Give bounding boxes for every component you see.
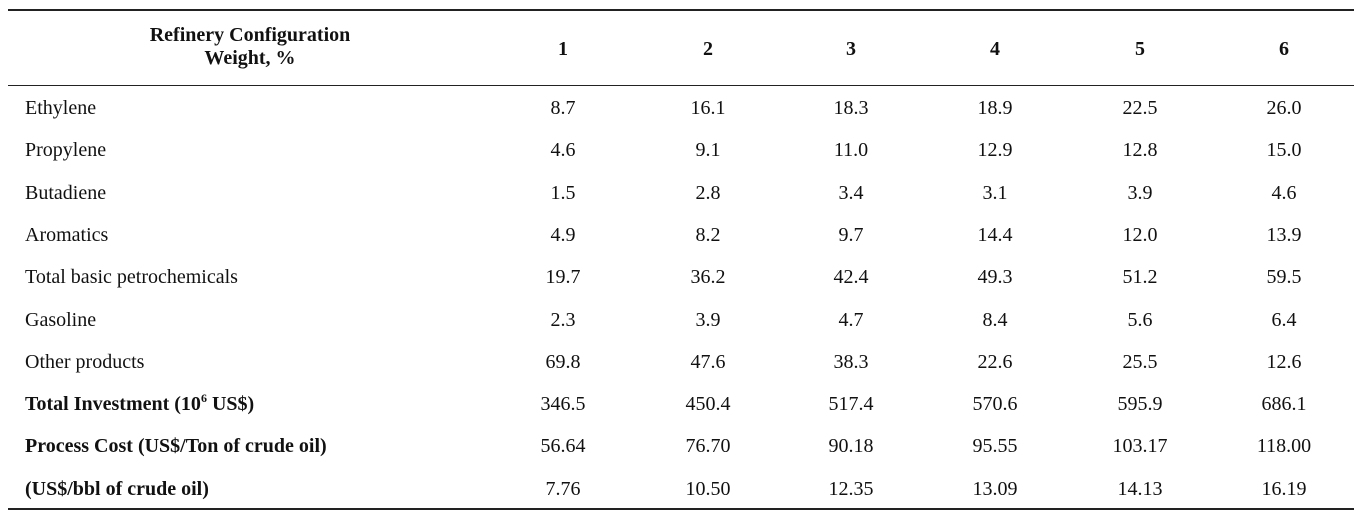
row-label: Aromatics — [25, 223, 109, 246]
value-cell: 5.6 — [1127, 308, 1153, 331]
value-cell: 69.8 — [545, 350, 581, 373]
value-cell: 42.4 — [833, 266, 869, 289]
value-cell: 103.17 — [1112, 435, 1168, 458]
label-text: US$) — [206, 393, 255, 416]
column-header: 5 — [1135, 38, 1145, 60]
value-cell: 346.5 — [540, 393, 586, 416]
value-cell: 36.2 — [690, 266, 726, 289]
value-cell: 3.9 — [1127, 181, 1153, 204]
value-cell: 16.19 — [1261, 477, 1307, 500]
value-cell: 76.70 — [685, 435, 731, 458]
value-cell: 49.3 — [977, 266, 1013, 289]
value-cell: 8.7 — [550, 97, 576, 119]
value-cell: 1.5 — [550, 181, 576, 204]
value-cell: 12.6 — [1266, 350, 1302, 373]
value-cell: 4.7 — [838, 308, 864, 331]
value-cell: 3.1 — [982, 181, 1008, 204]
value-cell: 6.4 — [1271, 308, 1297, 331]
row-label: Gasoline — [25, 308, 97, 331]
value-cell: 13.09 — [972, 477, 1018, 500]
value-cell: 90.18 — [828, 435, 874, 458]
value-cell: 570.6 — [972, 393, 1018, 416]
column-header: 1 — [558, 38, 568, 60]
value-cell: 7.76 — [545, 477, 581, 500]
value-cell: 12.0 — [1122, 223, 1158, 246]
row-label: Ethylene — [25, 97, 97, 119]
value-cell: 47.6 — [690, 350, 726, 373]
value-cell: 22.6 — [977, 350, 1013, 373]
header-line: Refinery Configuration — [149, 24, 351, 46]
value-cell: 38.3 — [833, 350, 869, 373]
value-cell: 9.1 — [695, 139, 721, 162]
label-text: Total Investment (10 — [25, 393, 201, 416]
column-header: 6 — [1279, 38, 1289, 60]
row-label: Total Investment (106 US$) — [25, 392, 254, 416]
value-cell: 517.4 — [828, 393, 874, 416]
value-cell: 13.9 — [1266, 223, 1302, 246]
header-rule — [8, 85, 1354, 86]
row-label: Propylene — [25, 139, 107, 162]
value-cell: 14.13 — [1117, 477, 1163, 500]
value-cell: 2.8 — [695, 181, 721, 204]
value-cell: 12.8 — [1122, 139, 1158, 162]
top-rule — [8, 9, 1354, 11]
bottom-rule — [8, 508, 1354, 510]
value-cell: 8.2 — [695, 223, 721, 246]
row-label: Other products — [25, 350, 145, 373]
value-cell: 51.2 — [1122, 266, 1158, 289]
value-cell: 15.0 — [1266, 139, 1302, 162]
value-cell: 686.1 — [1261, 393, 1307, 416]
value-cell: 19.7 — [545, 266, 581, 289]
value-cell: 10.50 — [685, 477, 731, 500]
value-cell: 11.0 — [833, 139, 869, 162]
value-cell: 3.9 — [695, 308, 721, 331]
value-cell: 95.55 — [972, 435, 1018, 458]
header-label: Refinery Configuration Weight, % — [150, 24, 351, 70]
column-header: 4 — [990, 38, 1000, 60]
value-cell: 4.6 — [1271, 181, 1297, 204]
row-label: (US$/bbl of crude oil) — [25, 477, 209, 500]
value-cell: 4.6 — [550, 139, 576, 162]
value-cell: 12.9 — [977, 139, 1013, 162]
value-cell: 3.4 — [838, 181, 864, 204]
value-cell: 118.00 — [1256, 435, 1312, 458]
column-header: 2 — [703, 38, 713, 60]
value-cell: 22.5 — [1122, 97, 1158, 119]
row-label: Total basic petrochemicals — [25, 266, 238, 289]
value-cell: 16.1 — [690, 97, 726, 119]
column-header: 3 — [846, 38, 856, 60]
value-cell: 450.4 — [685, 393, 731, 416]
value-cell: 12.35 — [828, 477, 874, 500]
value-cell: 56.64 — [540, 435, 586, 458]
value-cell: 8.4 — [982, 308, 1008, 331]
header-line: Weight, % — [204, 47, 296, 69]
value-cell: 26.0 — [1266, 97, 1302, 119]
value-cell: 59.5 — [1266, 266, 1302, 289]
label-superscript: 6 — [200, 391, 207, 406]
value-cell: 25.5 — [1122, 350, 1158, 373]
value-cell: 18.3 — [833, 97, 869, 119]
value-cell: 2.3 — [550, 308, 576, 331]
value-cell: 14.4 — [977, 223, 1013, 246]
value-cell: 18.9 — [977, 97, 1013, 119]
value-cell: 9.7 — [838, 223, 864, 246]
value-cell: 595.9 — [1117, 393, 1163, 416]
row-label: Process Cost (US$/Ton of crude oil) — [25, 435, 327, 458]
value-cell: 4.9 — [550, 223, 576, 246]
row-label: Butadiene — [25, 181, 107, 204]
